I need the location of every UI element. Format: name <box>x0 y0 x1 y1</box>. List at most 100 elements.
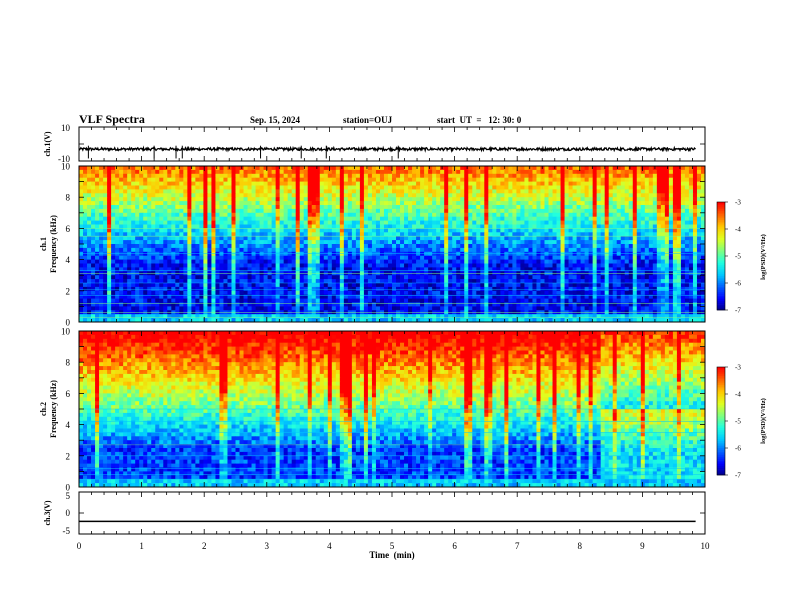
spectrogram-cell <box>131 205 136 210</box>
spectrogram-cell <box>223 197 228 202</box>
spectrogram-cell <box>464 208 469 214</box>
spectrogram-cell <box>512 185 517 190</box>
spectrogram-cell <box>351 236 357 241</box>
spectrogram-cell <box>564 181 569 186</box>
spectrogram-cell <box>271 166 277 171</box>
spectrogram-cell <box>616 189 622 194</box>
spectrogram-cell <box>496 208 501 214</box>
spectrogram-cell <box>359 166 365 171</box>
spectrogram-cell <box>143 201 148 206</box>
spectrogram-cell <box>524 275 529 280</box>
spectrogram-cell <box>263 283 268 288</box>
spectrogram-cell <box>235 166 240 171</box>
spectrogram-cell <box>680 224 686 229</box>
spectrogram-cell <box>556 267 561 272</box>
spectrogram-cell <box>492 228 497 233</box>
spectrogram-cell <box>83 189 88 194</box>
spectrogram-cell <box>548 173 553 179</box>
spectrogram-cell <box>163 283 168 288</box>
spectrogram-cell <box>131 166 136 171</box>
spectrogram-cell <box>131 267 136 272</box>
spectrogram-cell <box>600 267 606 272</box>
spectrogram-cell <box>335 275 341 280</box>
spectrogram-cell <box>239 275 244 280</box>
spectrogram-cell <box>588 181 594 186</box>
spectrogram-cell <box>516 169 521 175</box>
spectrogram-cell <box>504 244 509 249</box>
spectrogram-cell <box>620 212 626 218</box>
spectrogram-cell <box>231 201 236 206</box>
spectrogram-cell <box>448 166 453 171</box>
spectrogram-cell <box>355 244 361 249</box>
spectrogram-cell <box>195 232 200 237</box>
spectrogram-cell <box>504 220 509 225</box>
spectrogram-cell <box>355 251 361 257</box>
spectrogram-cell <box>600 181 606 186</box>
spectrogram-cell <box>604 169 610 175</box>
spectrogram-cell <box>271 185 277 190</box>
spectrogram-cell <box>367 193 373 198</box>
spectrogram-cell <box>536 212 541 218</box>
spectrogram-cell <box>632 205 638 210</box>
spectrogram-cell <box>524 177 529 182</box>
spectrogram-cell <box>367 173 373 179</box>
spectrogram-cell <box>347 220 353 225</box>
spectrogram-cell <box>203 263 208 268</box>
spectrogram-cell <box>512 208 517 214</box>
spectrogram-cell <box>676 216 682 221</box>
spectrogram-cell <box>640 220 646 225</box>
spectrogram-cell <box>468 283 473 288</box>
spectrogram-cell <box>147 185 152 190</box>
spectrogram-cell <box>396 240 401 245</box>
spectrogram-cell <box>163 181 168 186</box>
spectrogram-cell <box>259 283 264 288</box>
spectrogram-cell <box>371 240 377 245</box>
spectrogram-cell <box>640 240 646 245</box>
spectrogram-cell <box>632 224 638 229</box>
spectrogram-cell <box>660 283 666 288</box>
spectrogram-cell <box>303 212 309 218</box>
spectrogram-cell <box>612 193 618 198</box>
spectrogram-cell <box>412 251 417 257</box>
spectrogram-cell <box>696 166 702 171</box>
spectrogram-cell <box>552 251 557 257</box>
spectrogram-cell <box>315 267 321 272</box>
spectrogram-cell <box>588 201 594 206</box>
spectrogram-cell <box>379 166 385 171</box>
spectrogram-cell <box>624 251 630 257</box>
spectrogram-cell <box>179 189 184 194</box>
spectrogram-cell <box>636 267 642 272</box>
spectrogram-cell <box>564 232 569 237</box>
spectrogram-cell <box>139 228 144 233</box>
spectrogram-cell <box>552 236 557 241</box>
spectrogram-cell <box>375 255 381 260</box>
spectrogram-cell <box>159 267 164 272</box>
spectrogram-cell <box>648 259 654 264</box>
spectrogram-cell <box>508 185 513 190</box>
spectrogram-cell <box>592 197 598 202</box>
spectrogram-cell <box>355 236 361 241</box>
spectrogram-cell <box>628 263 634 268</box>
spectrogram-cell <box>628 247 634 253</box>
spectrogram-cell <box>452 181 457 186</box>
spectrogram-cell <box>540 212 545 218</box>
spectrogram-cell <box>408 220 413 225</box>
spectrogram-cell <box>448 279 453 284</box>
spectrogram-cell <box>640 267 646 272</box>
spectrogram-cell <box>464 224 469 229</box>
spectrogram-cell <box>392 279 397 284</box>
spectrogram-cell <box>127 189 132 194</box>
spectrogram-cell <box>155 259 160 264</box>
spectrogram-cell <box>379 247 385 253</box>
spectrogram-cell <box>468 166 473 171</box>
spectrogram-cell <box>103 244 108 249</box>
spectrogram-cell <box>95 240 100 245</box>
spectrogram-cell <box>532 212 537 218</box>
spectrogram-cell <box>87 169 92 175</box>
spectrogram-cell <box>636 240 642 245</box>
spectrogram-cell <box>624 236 630 241</box>
spectrogram-cell <box>500 193 505 198</box>
spectrogram-cell <box>644 240 650 245</box>
spectrogram-cell <box>684 193 690 198</box>
spectrogram-cell <box>299 212 305 218</box>
